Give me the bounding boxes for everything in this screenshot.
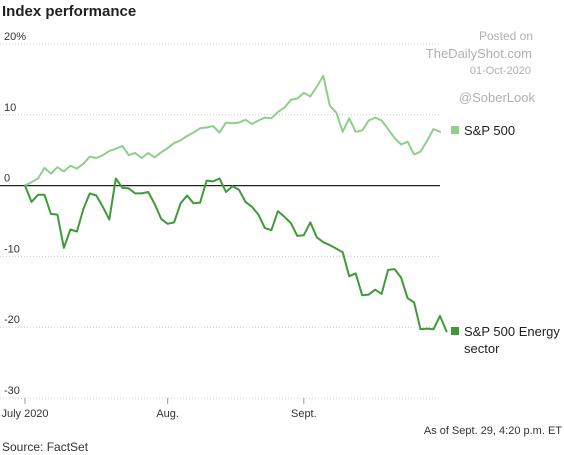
- x-axis-ticks: July 2020 Aug. Sept.: [1, 398, 317, 420]
- watermark-site: TheDailyShot.com: [426, 46, 532, 61]
- watermark-posted-on: Posted on: [479, 29, 533, 43]
- legend-label-energy-line1: S&P 500 Energy: [464, 324, 560, 339]
- source-note: Source: FactSet: [2, 440, 89, 454]
- y-tick-label: -10: [4, 243, 20, 255]
- y-tick-label: -20: [4, 314, 20, 326]
- watermark-date: 01-Oct-2020: [470, 65, 531, 77]
- watermark-handle: @SoberLook: [459, 90, 536, 105]
- legend-swatch-energy: [451, 327, 459, 335]
- y-tick-label: 10: [4, 102, 16, 114]
- y-tick-label: -30: [4, 385, 20, 397]
- line-sp500: [24, 74, 441, 187]
- legend-label-energy-line2: sector: [464, 341, 500, 356]
- y-axis-ticks: 20% 10 0 -10 -20 -30: [4, 31, 26, 397]
- x-tick-label: Sept.: [291, 408, 317, 420]
- chart-title: Index performance: [2, 3, 136, 20]
- footnote: As of Sept. 29, 4:20 p.m. ET: [424, 425, 562, 437]
- legend-label-sp500: S&P 500: [464, 123, 515, 138]
- line-energy-sector: [24, 177, 448, 333]
- y-tick-label: 0: [4, 173, 10, 185]
- x-tick-label: July 2020: [1, 408, 48, 420]
- legend-swatch-sp500: [451, 126, 459, 134]
- y-tick-label: 20%: [4, 31, 26, 43]
- x-tick-label: Aug.: [156, 408, 179, 420]
- series-lines: [24, 74, 448, 333]
- gridlines: [0, 43, 440, 399]
